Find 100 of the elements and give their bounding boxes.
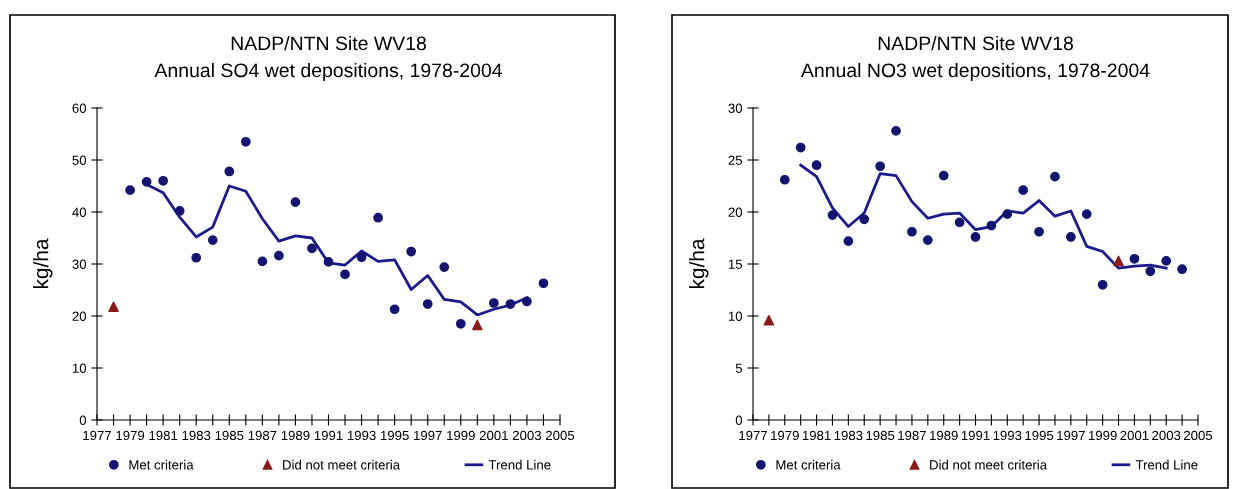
point: [290, 197, 301, 207]
legend-label: Trend Line: [488, 459, 551, 470]
point: [323, 257, 334, 267]
point: [827, 210, 838, 220]
chart-title: NADP/NTN Site WV18: [878, 35, 1073, 51]
y-tick-label: 10: [72, 363, 87, 373]
x-tick-label: 1977: [739, 430, 768, 441]
point: [538, 278, 549, 289]
point: [795, 142, 806, 153]
point: [125, 185, 135, 196]
y-tick-label: 25: [728, 155, 743, 165]
point: [1177, 264, 1187, 275]
point: [373, 212, 383, 223]
point: [779, 174, 790, 185]
x-tick-label: 1981: [149, 430, 178, 441]
legend-label: Did not meet criteria: [930, 459, 1048, 470]
point: [455, 318, 466, 329]
y-tick-label: 0: [79, 415, 87, 425]
point: [356, 252, 367, 263]
legend-label: Met criteria: [776, 459, 841, 470]
point: [922, 235, 933, 245]
point: [1129, 253, 1140, 264]
point: [970, 232, 981, 242]
point: [1081, 209, 1092, 219]
point: [522, 296, 532, 307]
y-tick-label: 40: [72, 207, 87, 217]
y-tick-label: 30: [728, 103, 743, 113]
x-tick-label: 1985: [215, 430, 244, 441]
legend-label: Did not meet criteria: [283, 459, 401, 470]
point: [439, 262, 450, 272]
point: [207, 235, 218, 245]
point: [891, 126, 901, 136]
point: [108, 301, 119, 312]
y-tick-label: 0: [735, 415, 743, 425]
point: [406, 246, 417, 257]
x-tick-label: 1983: [834, 430, 863, 441]
x-tick-label: 1983: [182, 430, 211, 441]
point: [1034, 226, 1044, 237]
point: [875, 161, 886, 172]
x-tick-label: 1991: [961, 430, 990, 441]
point: [472, 319, 483, 331]
y-tick-label: 30: [72, 259, 87, 269]
point: [158, 175, 169, 186]
x-tick-label: 2005: [1183, 430, 1213, 441]
x-tick-label: 1995: [380, 430, 409, 441]
chart-title: NADP/NTN Site WV18: [231, 35, 426, 51]
point: [1161, 256, 1172, 266]
point: [1113, 255, 1124, 267]
point: [191, 252, 202, 263]
y-axis-title: kg/ha: [689, 238, 709, 289]
x-tick-label: 1997: [1057, 430, 1085, 441]
point: [340, 269, 350, 280]
point: [763, 314, 775, 326]
legend-label: Trend Line: [1135, 459, 1198, 470]
y-tick-label: 10: [728, 311, 743, 321]
point: [986, 220, 997, 231]
x-tick-label: 2001: [479, 430, 508, 441]
point: [224, 166, 235, 177]
point: [240, 136, 251, 147]
x-tick-label: 2003: [512, 430, 542, 441]
point: [488, 298, 499, 308]
point: [141, 176, 152, 187]
x-tick-label: 1999: [447, 430, 475, 441]
y-tick-label: 60: [72, 103, 87, 113]
point: [505, 299, 516, 309]
point: [257, 256, 268, 267]
point: [938, 170, 949, 181]
point: [907, 226, 917, 237]
x-tick-label: 1997: [414, 430, 442, 441]
x-tick-label: 1987: [898, 430, 926, 441]
y-tick-label: 50: [72, 155, 87, 165]
x-tick-label: 1993: [993, 430, 1022, 441]
point: [389, 304, 400, 315]
x-tick-label: 1987: [248, 430, 277, 441]
x-tick-label: 1981: [802, 430, 831, 441]
chart-subtitle: Annual NO3 wet depositions, 1978-2004: [800, 62, 1150, 82]
y-tick-label: 20: [72, 311, 87, 321]
y-axis-title: kg/ha: [33, 238, 53, 289]
y-tick-label: 5: [735, 363, 743, 373]
x-tick-label: 1979: [771, 430, 799, 441]
point: [1018, 185, 1029, 196]
x-tick-label: 1989: [281, 430, 310, 441]
point: [811, 160, 822, 171]
chart-subtitle: Annual SO4 wet depositions, 1978-2004: [154, 62, 502, 82]
x-tick-label: 1985: [866, 430, 895, 441]
point: [1097, 279, 1108, 290]
x-tick-label: 1999: [1088, 430, 1117, 441]
point: [1050, 171, 1060, 182]
point: [307, 243, 317, 254]
legend-label: Met criteria: [129, 459, 194, 470]
point: [1002, 209, 1013, 219]
x-tick-label: 2003: [1152, 430, 1181, 441]
y-tick-label: 20: [728, 207, 743, 217]
point: [174, 206, 185, 216]
x-tick-label: 1977: [83, 430, 112, 441]
y-tick-label: 15: [728, 259, 743, 269]
point: [422, 299, 433, 309]
x-tick-label: 2001: [1120, 430, 1149, 441]
point: [1065, 232, 1076, 242]
x-tick-label: 2005: [545, 430, 575, 441]
